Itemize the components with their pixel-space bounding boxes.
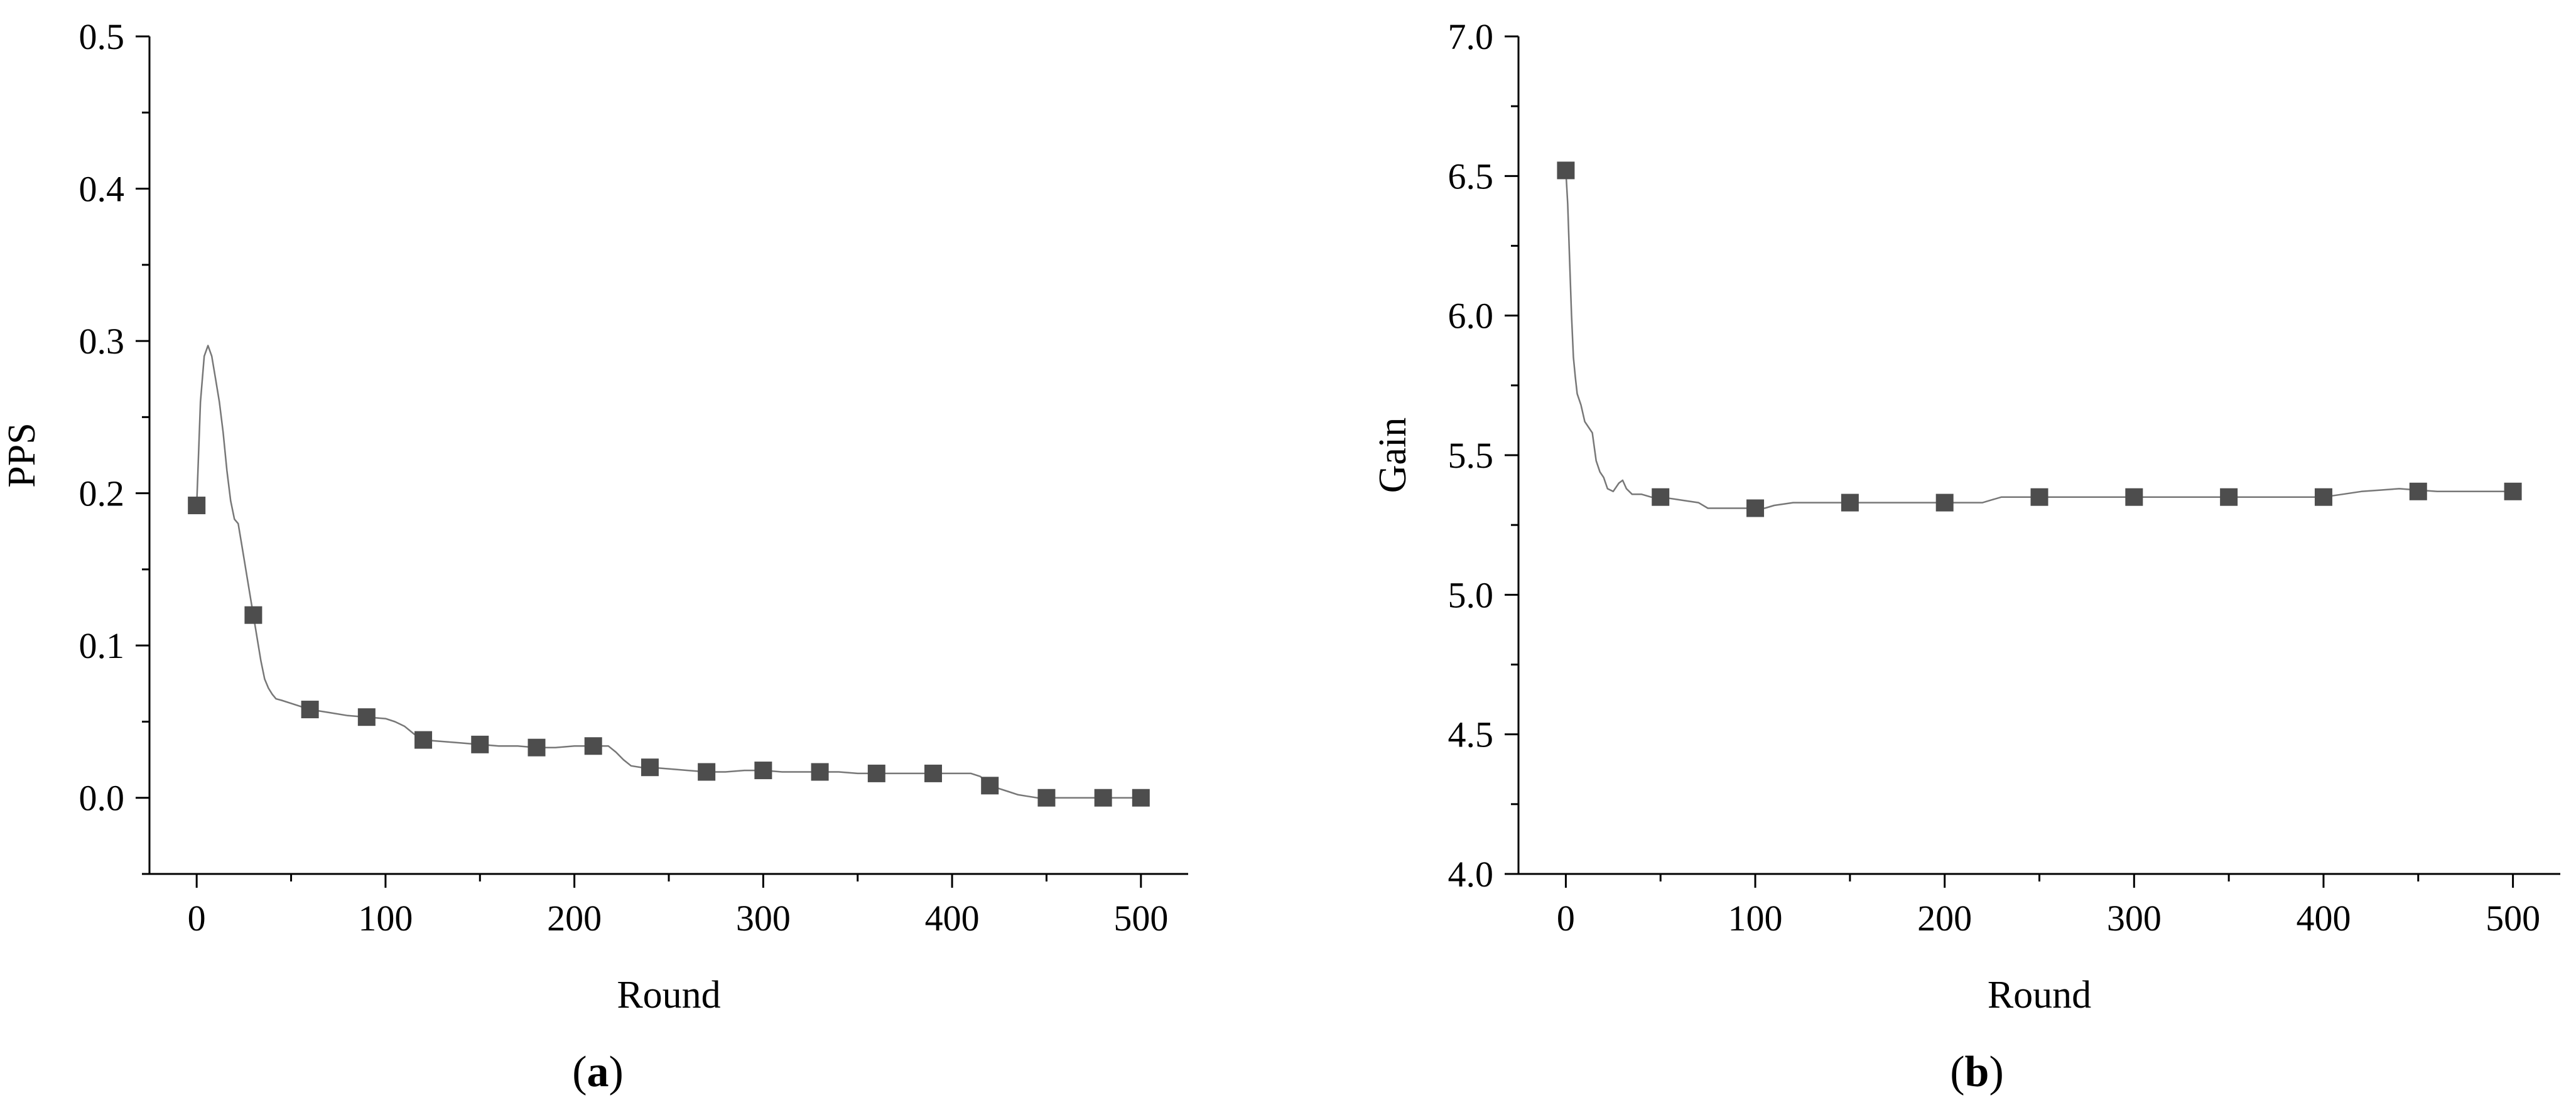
data-point-marker-b	[2409, 482, 2427, 500]
panel-caption-b: (b)	[1950, 1048, 2004, 1096]
y-tick-label-a: 0.2	[79, 473, 125, 514]
x-tick-label-b: 0	[1557, 898, 1575, 939]
data-point-marker-a	[1037, 789, 1056, 807]
y-tick-label-a: 0.1	[79, 625, 125, 666]
data-point-marker-a	[924, 764, 943, 782]
data-point-marker-b	[1746, 499, 1765, 517]
x-tick-label-a: 300	[736, 898, 791, 939]
y-tick-label-b: 5.0	[1448, 574, 1494, 615]
data-point-marker-a	[584, 737, 602, 755]
y-tick-label-b: 6.5	[1448, 156, 1494, 197]
data-point-marker-a	[414, 731, 433, 749]
y-tick-label-b: 7.0	[1448, 16, 1494, 57]
data-point-marker-b	[2220, 488, 2238, 506]
data-point-marker-a	[981, 777, 999, 795]
x-tick-label-a: 500	[1113, 898, 1168, 939]
series-line-b	[1565, 170, 2513, 509]
data-point-marker-a	[811, 763, 829, 781]
y-tick-label-a: 0.0	[79, 778, 125, 819]
chart-panel-a: 0 100 200 300 400 500 0.0 0.1 0.2 0.3 0.4 0.5 Round P…	[1, 16, 1188, 1096]
y-tick-label-b: 4.5	[1448, 714, 1494, 755]
y-tick-label-a: 0.5	[79, 16, 125, 57]
data-point-marker-a	[698, 763, 716, 781]
data-point-marker-a	[1132, 789, 1150, 807]
x-tick-label-b: 500	[2486, 898, 2540, 939]
chart-panel-b: 0 100 200 300 400 500 4.0 4.5 5.0 5.5 6.0 6.5 7.0 Rou…	[1372, 16, 2560, 1096]
data-point-marker-a	[641, 758, 659, 777]
x-tick-label-b: 300	[2107, 898, 2162, 939]
data-point-marker-a	[528, 738, 546, 757]
panel-caption-a: (a)	[572, 1048, 624, 1096]
y-tick-label-b: 5.5	[1448, 435, 1494, 476]
data-point-marker-b	[1652, 488, 1670, 506]
data-point-marker-b	[2030, 488, 2048, 506]
x-tick-label-a: 0	[188, 898, 206, 939]
data-point-marker-b	[2504, 482, 2522, 500]
data-point-marker-a	[188, 497, 206, 515]
x-tick-label-b: 100	[1728, 898, 1783, 939]
data-point-marker-b	[1557, 161, 1575, 180]
y-tick-label-b: 4.0	[1448, 854, 1494, 895]
x-tick-label-a: 200	[547, 898, 602, 939]
data-point-marker-b	[1841, 493, 1859, 512]
data-point-marker-a	[867, 764, 885, 782]
x-tick-label-b: 200	[1917, 898, 1972, 939]
series-line-a	[195, 345, 1141, 799]
data-point-marker-a	[754, 762, 772, 780]
x-tick-label-a: 100	[358, 898, 413, 939]
y-axis-title-a: PPS	[1, 423, 43, 487]
data-point-marker-b	[2314, 488, 2332, 506]
y-tick-label-a: 0.4	[79, 169, 125, 210]
data-point-marker-a	[357, 708, 376, 726]
x-axis-title-b: Round	[1988, 974, 2091, 1016]
x-axis-title-a: Round	[617, 974, 720, 1016]
x-tick-label-a: 400	[925, 898, 980, 939]
data-point-marker-a	[244, 606, 262, 624]
data-point-marker-a	[1094, 789, 1112, 807]
data-point-marker-a	[301, 701, 319, 719]
data-point-marker-b	[2125, 488, 2143, 506]
y-tick-label-b: 6.0	[1448, 296, 1494, 337]
data-point-marker-b	[1935, 493, 1954, 512]
y-axis-title-b: Gain	[1372, 418, 1414, 493]
data-point-marker-a	[471, 735, 489, 753]
y-tick-label-a: 0.3	[79, 321, 125, 362]
x-tick-label-b: 400	[2296, 898, 2351, 939]
